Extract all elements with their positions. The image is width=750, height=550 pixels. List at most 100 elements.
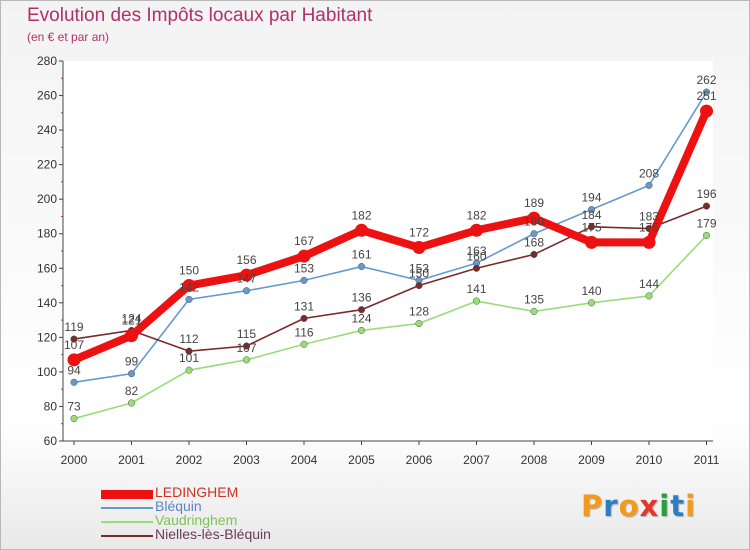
data-point [125, 329, 138, 343]
brand-letter: P [581, 489, 604, 523]
y-tick-label: 160 [37, 261, 57, 275]
x-tick-label: 2008 [521, 453, 548, 467]
brand-letter: r [603, 489, 619, 523]
data-point [470, 223, 483, 237]
data-label: 168 [524, 235, 544, 249]
legend-item: Vaudringhem [101, 512, 361, 529]
data-point [70, 414, 78, 423]
data-label: 189 [524, 196, 544, 210]
data-label: 124 [121, 311, 141, 325]
data-point [412, 241, 426, 255]
data-point [67, 353, 81, 367]
data-point [182, 279, 196, 293]
data-label: 208 [639, 166, 659, 180]
data-label: 140 [581, 284, 601, 298]
y-tick-label: 180 [37, 227, 57, 241]
data-point [70, 335, 78, 343]
chart-title: Evolution des Impôts locaux par Habitant [27, 5, 373, 26]
x-tick-label: 2002 [176, 453, 203, 467]
plot-area [63, 61, 713, 441]
y-tick-label: 200 [37, 192, 57, 206]
y-tick-label: 120 [37, 330, 57, 344]
data-point [587, 223, 596, 231]
y-tick-label: 80 [44, 399, 58, 413]
data-label: 147 [236, 272, 256, 286]
y-tick-label: 60 [44, 434, 58, 448]
y-tick-label: 260 [37, 89, 57, 103]
data-label: 73 [67, 400, 81, 414]
x-tick-label: 2007 [463, 453, 490, 467]
x-tick-label: 2010 [636, 453, 663, 467]
data-label: 115 [237, 327, 256, 341]
data-point [242, 287, 251, 295]
data-label: 160 [466, 249, 486, 263]
data-point [355, 223, 368, 237]
brand-letter: i [659, 489, 671, 523]
y-tick-label: 280 [37, 54, 57, 68]
data-point [702, 202, 711, 210]
data-label: 141 [466, 282, 486, 296]
x-tick-label: 2000 [61, 453, 88, 467]
data-label: 194 [581, 191, 601, 205]
data-label: 163 [466, 244, 486, 258]
legend-label: Vaudringhem [155, 512, 238, 528]
data-label: 153 [294, 261, 314, 275]
data-point [642, 235, 656, 249]
legend-label: LEDINGHEM [155, 484, 239, 500]
data-point [127, 370, 136, 378]
data-label: 107 [236, 341, 256, 355]
data-point [357, 326, 366, 335]
data-point [242, 342, 251, 350]
data-point [585, 235, 598, 249]
legend-item: LEDINGHEM [101, 484, 361, 501]
legend-swatch [101, 507, 153, 509]
data-point [472, 297, 481, 305]
data-label: 128 [409, 305, 429, 319]
data-label: 161 [351, 248, 371, 262]
data-point [530, 230, 538, 238]
series-line [73, 205, 708, 352]
data-label: 121 [121, 314, 141, 328]
data-point [702, 88, 711, 96]
data-point [300, 314, 308, 322]
data-point [645, 181, 653, 189]
data-label: 156 [236, 253, 256, 267]
legend-swatch [101, 535, 153, 537]
data-point [300, 340, 308, 348]
brand-letter: t [670, 489, 686, 523]
data-label: 183 [639, 210, 659, 224]
legend-item: Bléquin [101, 498, 361, 515]
data-point [530, 307, 538, 316]
data-point [70, 378, 78, 386]
legend-swatch [101, 521, 153, 523]
data-label: 112 [179, 332, 198, 346]
data-point [240, 268, 253, 282]
data-label: 136 [351, 291, 371, 305]
data-label: 101 [179, 351, 199, 365]
data-label: 180 [524, 215, 544, 229]
y-tick-label: 240 [37, 123, 57, 137]
data-label: 94 [67, 363, 81, 377]
y-tick-label: 100 [37, 365, 57, 379]
chart-subtitle: (en € et par an) [27, 30, 110, 44]
brand-logo: Proxiti [581, 489, 696, 523]
x-tick-label: 2006 [406, 453, 433, 467]
data-label: 179 [696, 216, 716, 230]
data-point [297, 249, 311, 263]
data-label: 251 [696, 89, 716, 103]
data-point [357, 262, 366, 271]
data-label: 135 [524, 292, 544, 306]
data-label: 262 [696, 73, 716, 87]
y-tick-label: 140 [37, 296, 57, 310]
data-point [300, 276, 308, 284]
x-tick-label: 2005 [348, 453, 375, 467]
data-label: 150 [179, 264, 199, 278]
x-tick-label: 2009 [578, 453, 605, 467]
data-point [242, 356, 251, 364]
data-point [587, 299, 596, 307]
data-point [357, 306, 366, 314]
series-line [70, 107, 711, 364]
data-point [702, 231, 711, 240]
